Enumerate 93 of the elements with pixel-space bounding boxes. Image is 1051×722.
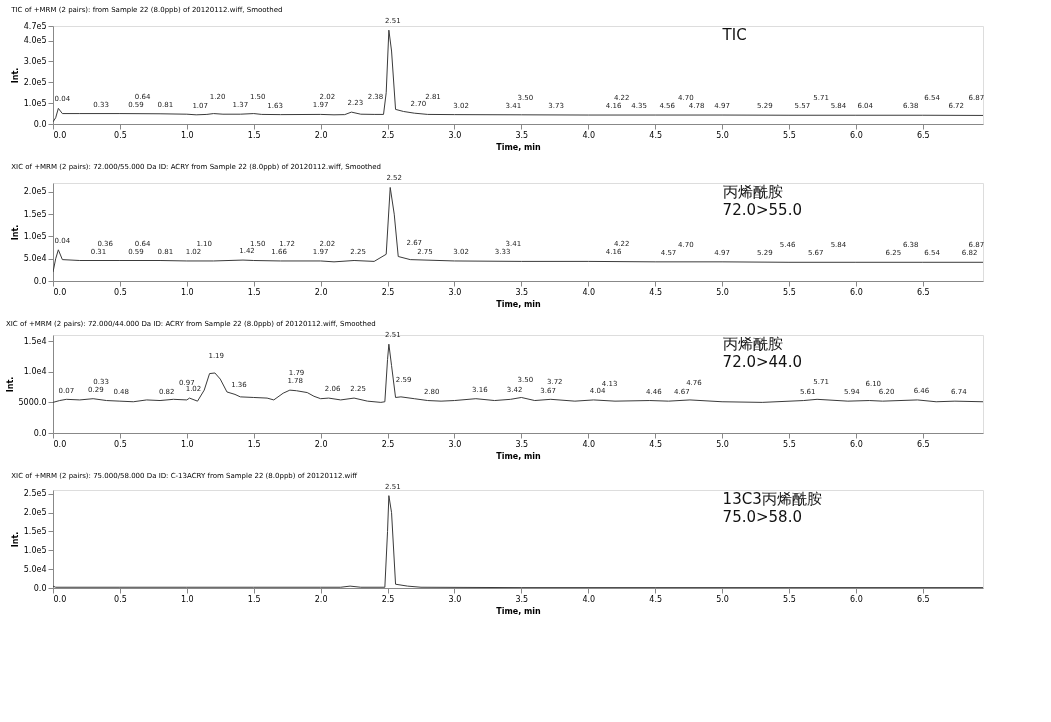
line-series xyxy=(53,186,983,273)
y-tick-label: 5.0e4 xyxy=(23,254,47,264)
y-tick-label: 2.0e5 xyxy=(23,187,47,197)
x-tick-label: 6.0 xyxy=(850,439,863,449)
x-tick-label: 4.5 xyxy=(649,439,663,449)
x-tick-label: 5.0 xyxy=(716,287,729,297)
x-tick-label: 2.5 xyxy=(381,130,395,140)
y-tick-label: 3.0e5 xyxy=(23,56,47,66)
x-tick-label: 4.5 xyxy=(649,130,663,140)
x-tick-label: 1.0 xyxy=(180,439,194,449)
x-tick-label: 2.5 xyxy=(381,439,395,449)
x-tick-label: 2.5 xyxy=(381,287,395,297)
x-tick-label: 5.0 xyxy=(716,594,729,604)
x-tick-label: 1.5 xyxy=(247,287,261,297)
x-tick-label: 1.0 xyxy=(180,594,194,604)
x-tick-label: 5.5 xyxy=(783,594,796,604)
annotation: TIC xyxy=(721,26,747,44)
x-tick-label: 3.0 xyxy=(448,130,462,140)
x-tick-label: 2.0 xyxy=(314,130,328,140)
y-tick-label: 2.5e5 xyxy=(23,489,47,499)
x-tick-label: 1.5 xyxy=(247,130,261,140)
x-tick-label: 0.5 xyxy=(114,130,127,140)
x-axis-title: Time, min xyxy=(496,299,542,309)
x-tick-label: 1.5 xyxy=(247,594,261,604)
x-tick-label: 2.0 xyxy=(314,287,328,297)
x-tick-label: 0.0 xyxy=(53,439,67,449)
x-tick-label: 5.5 xyxy=(783,130,796,140)
y-tick-label: 1.5e5 xyxy=(23,209,47,219)
y-tick-label: 1.0e5 xyxy=(23,231,47,241)
x-tick-label: 4.0 xyxy=(582,287,596,297)
x-tick-label: 0.0 xyxy=(53,287,67,297)
x-tick-label: 0.0 xyxy=(53,130,67,140)
x-tick-label: 3.0 xyxy=(448,439,462,449)
y-tick-label: 5.0e4 xyxy=(23,564,47,574)
x-tick-label: 0.5 xyxy=(114,594,127,604)
x-tick-label: 0.5 xyxy=(114,439,127,449)
x-tick-label: 0.5 xyxy=(114,287,127,297)
y-tick-label: 1.0e5 xyxy=(23,98,47,108)
x-tick-label: 6.5 xyxy=(916,439,930,449)
x-tick-label: 6.5 xyxy=(916,594,930,604)
x-axis-title: Time, min xyxy=(496,606,542,616)
y-tick-label: 0.0 xyxy=(33,119,47,129)
y-tick-label: 1.0e4 xyxy=(23,367,47,377)
x-tick-label: 6.0 xyxy=(850,594,863,604)
annotation: 75.0>58.0 xyxy=(722,508,802,526)
y-tick-label: 2.0e5 xyxy=(23,77,47,87)
y-tick-label: 5000.0 xyxy=(18,397,47,407)
x-tick-label: 6.0 xyxy=(850,130,863,140)
x-tick-label: 4.5 xyxy=(649,594,663,604)
annotation: 丙烯酰胺 xyxy=(722,335,783,353)
x-tick-label: 6.0 xyxy=(850,287,863,297)
y-tick-label: 4.7e5 xyxy=(23,21,47,31)
y-tick-label: 0.0 xyxy=(33,583,47,593)
x-tick-label: 3.5 xyxy=(515,287,529,297)
x-tick-label: 5.5 xyxy=(783,287,796,297)
y-tick-label: 0.0 xyxy=(33,276,47,286)
x-axis-title: Time, min xyxy=(496,142,542,152)
x-tick-label: 4.0 xyxy=(582,439,596,449)
annotation: 丙烯酰胺 xyxy=(722,183,783,201)
x-tick-label: 2.0 xyxy=(314,594,328,604)
y-tick-label: 1.5e5 xyxy=(23,526,47,536)
x-tick-label: 3.0 xyxy=(448,594,462,604)
x-tick-label: 6.5 xyxy=(916,287,930,297)
y-tick-label: 4.0e5 xyxy=(23,36,47,46)
annotation: 13C3丙烯酰胺 xyxy=(722,490,822,508)
x-tick-label: 2.0 xyxy=(314,439,328,449)
y-tick-label: 1.0e5 xyxy=(23,545,47,555)
x-tick-label: 1.0 xyxy=(180,287,194,297)
y-axis-title: Int. xyxy=(10,531,20,548)
x-tick-label: 2.5 xyxy=(381,594,395,604)
x-tick-label: 3.0 xyxy=(448,287,462,297)
x-tick-label: 3.5 xyxy=(515,130,529,140)
y-axis-title: Int. xyxy=(10,224,20,241)
x-tick-label: 3.5 xyxy=(515,594,529,604)
x-tick-label: 1.0 xyxy=(180,130,194,140)
x-tick-label: 3.5 xyxy=(515,439,529,449)
x-tick-label: 4.0 xyxy=(582,594,596,604)
x-axis-title: Time, min xyxy=(496,451,542,461)
x-tick-label: 1.5 xyxy=(247,439,261,449)
y-axis-title: Int. xyxy=(10,67,20,84)
x-tick-label: 6.5 xyxy=(916,130,930,140)
annotation: 72.0>44.0 xyxy=(722,353,802,371)
x-tick-label: 4.0 xyxy=(582,130,596,140)
x-tick-label: 0.0 xyxy=(53,594,67,604)
y-tick-label: 0.0 xyxy=(33,428,47,438)
x-tick-label: 4.5 xyxy=(649,287,663,297)
y-tick-label: 2.0e5 xyxy=(23,508,47,518)
y-axis-title: Int. xyxy=(5,376,15,393)
x-tick-label: 5.0 xyxy=(716,130,729,140)
y-tick-label: 1.5e4 xyxy=(23,336,47,346)
annotation: 72.0>55.0 xyxy=(722,201,802,219)
x-tick-label: 5.0 xyxy=(716,439,729,449)
x-tick-label: 5.5 xyxy=(783,439,796,449)
